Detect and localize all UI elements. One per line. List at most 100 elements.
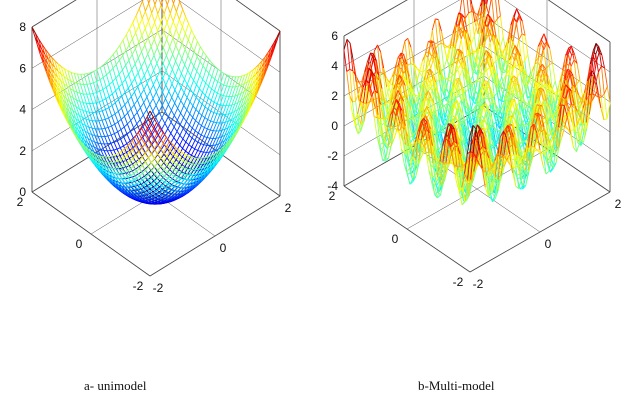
mesh-segment — [174, 81, 179, 91]
mesh-segment — [205, 55, 210, 61]
mesh-segment — [141, 165, 146, 171]
mesh-segment — [57, 63, 62, 75]
mesh-segment — [203, 137, 208, 145]
mesh-segment — [177, 183, 182, 188]
mesh-segment — [145, 180, 150, 184]
mesh-segment — [144, 133, 149, 140]
mesh-segment — [139, 140, 143, 148]
mesh-segment — [144, 175, 148, 181]
mesh-segment — [101, 110, 106, 120]
mesh-segment — [173, 137, 178, 142]
mesh-segment — [187, 182, 191, 188]
mesh-segment — [79, 93, 84, 103]
mesh-segment — [205, 160, 210, 168]
mesh-segment — [122, 55, 127, 66]
mesh-segment — [188, 134, 193, 139]
mesh-segment — [212, 130, 217, 139]
mesh-segment — [493, 18, 498, 24]
mesh-segment — [140, 190, 144, 193]
mesh-segment — [111, 93, 116, 103]
mesh-segment — [196, 70, 201, 76]
mesh-segment — [121, 69, 126, 80]
mesh-segment — [127, 176, 132, 182]
mesh-segment — [485, 52, 490, 60]
mesh-segment — [214, 90, 218, 94]
mesh-segment — [111, 162, 116, 169]
mesh-segment — [162, 142, 167, 148]
mesh-segment — [149, 183, 153, 187]
mesh-segment — [103, 64, 107, 75]
mesh-segment — [108, 155, 112, 158]
mesh-segment — [133, 104, 138, 113]
mesh-segment — [202, 162, 206, 169]
mesh-segment — [225, 86, 231, 97]
mesh-segment — [252, 73, 257, 84]
mesh-segment — [64, 115, 68, 122]
mesh-segment — [161, 185, 166, 189]
mesh-segment — [160, 134, 165, 141]
mesh-segment — [468, 11, 472, 14]
mesh-segment — [190, 51, 195, 62]
mesh-segment — [129, 149, 133, 154]
mesh-segment — [158, 111, 163, 118]
mesh-segment — [155, 98, 160, 106]
mesh-segment — [95, 101, 100, 104]
mesh-segment — [195, 120, 199, 124]
mesh-segment — [156, 196, 160, 200]
mesh-segment — [114, 153, 118, 156]
mesh-segment — [209, 138, 214, 146]
mesh-segment — [103, 166, 108, 173]
mesh-segment — [171, 110, 175, 116]
mesh-segment — [449, 33, 454, 46]
mesh-segment — [96, 153, 101, 160]
mesh-segment — [156, 122, 161, 129]
mesh-segment — [144, 11, 149, 22]
mesh-segment — [51, 56, 55, 68]
mesh-segment — [175, 52, 180, 62]
mesh-segment — [55, 96, 59, 104]
mesh-segment — [135, 151, 140, 156]
mesh-segment — [521, 33, 526, 36]
mesh-segment — [117, 129, 122, 133]
mesh-segment — [149, 195, 154, 198]
mesh-segment — [150, 22, 156, 31]
mesh-segment — [163, 146, 167, 153]
mesh-segment — [117, 119, 122, 123]
mesh-segment — [473, 21, 478, 37]
mesh-segment — [111, 102, 116, 106]
mesh-segment — [252, 66, 257, 78]
mesh-segment — [173, 161, 177, 165]
mesh-segment — [67, 121, 71, 127]
mesh-segment — [76, 92, 81, 102]
mesh-segment — [501, 52, 506, 60]
mesh-segment — [152, 117, 157, 124]
mesh-segment — [142, 0, 144, 2]
mesh-segment — [82, 117, 86, 126]
mesh-segment — [161, 187, 166, 192]
mesh-segment — [172, 21, 177, 30]
mesh-segment — [201, 95, 206, 105]
mesh-segment — [524, 54, 529, 61]
mesh-segment — [143, 194, 148, 198]
mesh-segment — [193, 51, 198, 57]
mesh-segment — [161, 117, 166, 124]
mesh-segment — [236, 107, 241, 116]
mesh-segment — [168, 91, 173, 98]
mesh-segment — [216, 113, 220, 115]
mesh-segment — [205, 73, 210, 84]
mesh-segment — [223, 84, 227, 87]
mesh-segment — [179, 117, 184, 125]
mesh-segment — [75, 112, 80, 122]
mesh-segment — [186, 109, 191, 115]
mesh-segment — [506, 37, 511, 65]
mesh-segment — [503, 89, 508, 102]
mesh-segment — [484, 23, 488, 27]
mesh-segment — [129, 137, 134, 142]
mesh-segment — [157, 4, 162, 15]
mesh-segment — [123, 123, 128, 128]
mesh-segment — [94, 141, 98, 149]
mesh-segment — [152, 180, 156, 185]
mesh-segment — [175, 159, 180, 163]
mesh-segment — [143, 102, 148, 111]
mesh-segment — [486, 56, 491, 68]
